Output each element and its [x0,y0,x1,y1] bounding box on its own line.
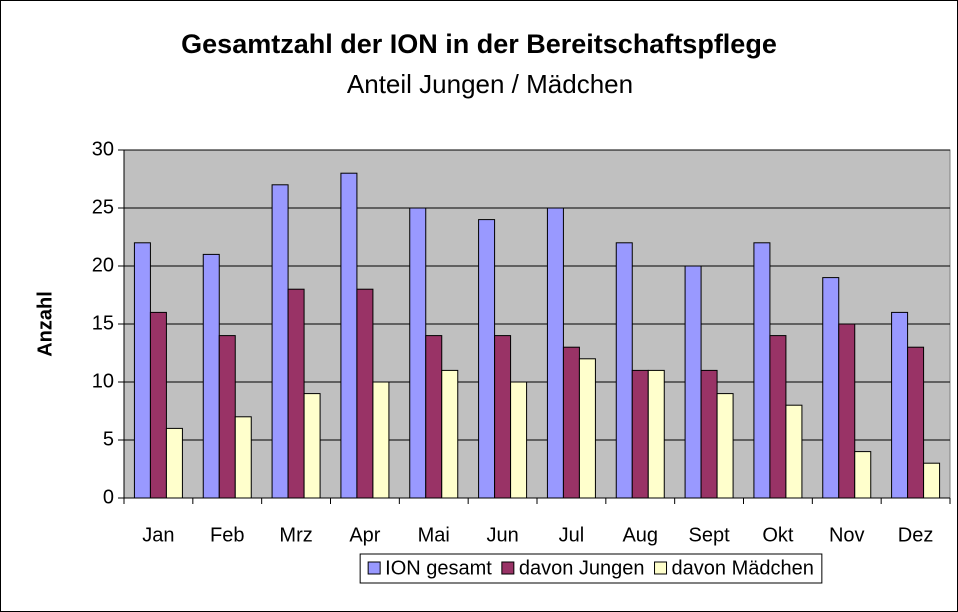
bar [631,369,649,499]
x-tick-label: Dez [898,524,934,546]
x-tick-label: Mai [418,524,450,546]
y-axis-label: Anzahl [34,291,56,357]
bar [753,242,771,499]
bar [684,265,702,499]
bar [165,427,183,499]
bar [133,242,151,499]
bar [372,381,390,499]
y-tick-label: 30 [92,138,114,160]
bar [854,451,872,499]
legend-label: davon Mädchen [672,557,814,579]
x-tick-label: Jul [559,524,585,546]
legend-swatch [654,561,668,575]
bar [234,416,252,499]
bar [303,393,321,499]
bar [510,381,528,499]
bar [562,346,580,499]
bar [441,369,459,499]
bar [425,335,443,499]
y-tick-label: 10 [92,370,114,392]
bar [716,393,734,499]
x-tick-label: Okt [762,524,794,546]
bar [785,404,803,499]
bar [546,207,564,499]
chart-title: Gesamtzahl der ION in der Bereitschaftsp… [181,29,777,59]
bar [218,335,236,499]
x-tick-label: Jan [142,524,174,546]
bar [891,311,909,499]
bar [202,253,220,499]
legend [359,553,823,584]
bar [340,172,358,499]
bar [838,323,856,499]
bar [769,335,787,499]
bar [271,184,289,499]
x-tick-label: Aug [622,524,658,546]
chart-subtitle: Anteil Jungen / Mädchen [347,69,633,99]
bar [478,219,496,499]
x-tick-label: Sept [689,524,731,546]
x-tick-label: Apr [349,524,380,546]
y-tick-label: 20 [92,254,114,276]
bar [907,346,925,499]
y-tick-label: 5 [103,428,114,450]
y-tick-label: 25 [92,196,114,218]
bar [923,462,941,499]
bar [409,207,427,499]
y-tick-label: 0 [103,486,114,508]
bar [700,369,718,499]
bar [615,242,633,499]
bar [149,311,167,499]
y-tick-label: 15 [92,312,114,334]
legend-label: davon Jungen [519,557,645,579]
bar [578,358,596,499]
x-tick-label: Nov [829,524,865,546]
x-tick-label: Mrz [279,524,312,546]
bar [287,288,305,499]
legend-label: ION gesamt [385,557,492,579]
bar [822,277,840,499]
bar [494,335,512,499]
bar [356,288,374,499]
bar [647,369,665,499]
x-tick-label: Feb [210,524,244,546]
x-tick-label: Jun [486,524,518,546]
legend-swatch [501,561,515,575]
legend-swatch [367,561,381,575]
